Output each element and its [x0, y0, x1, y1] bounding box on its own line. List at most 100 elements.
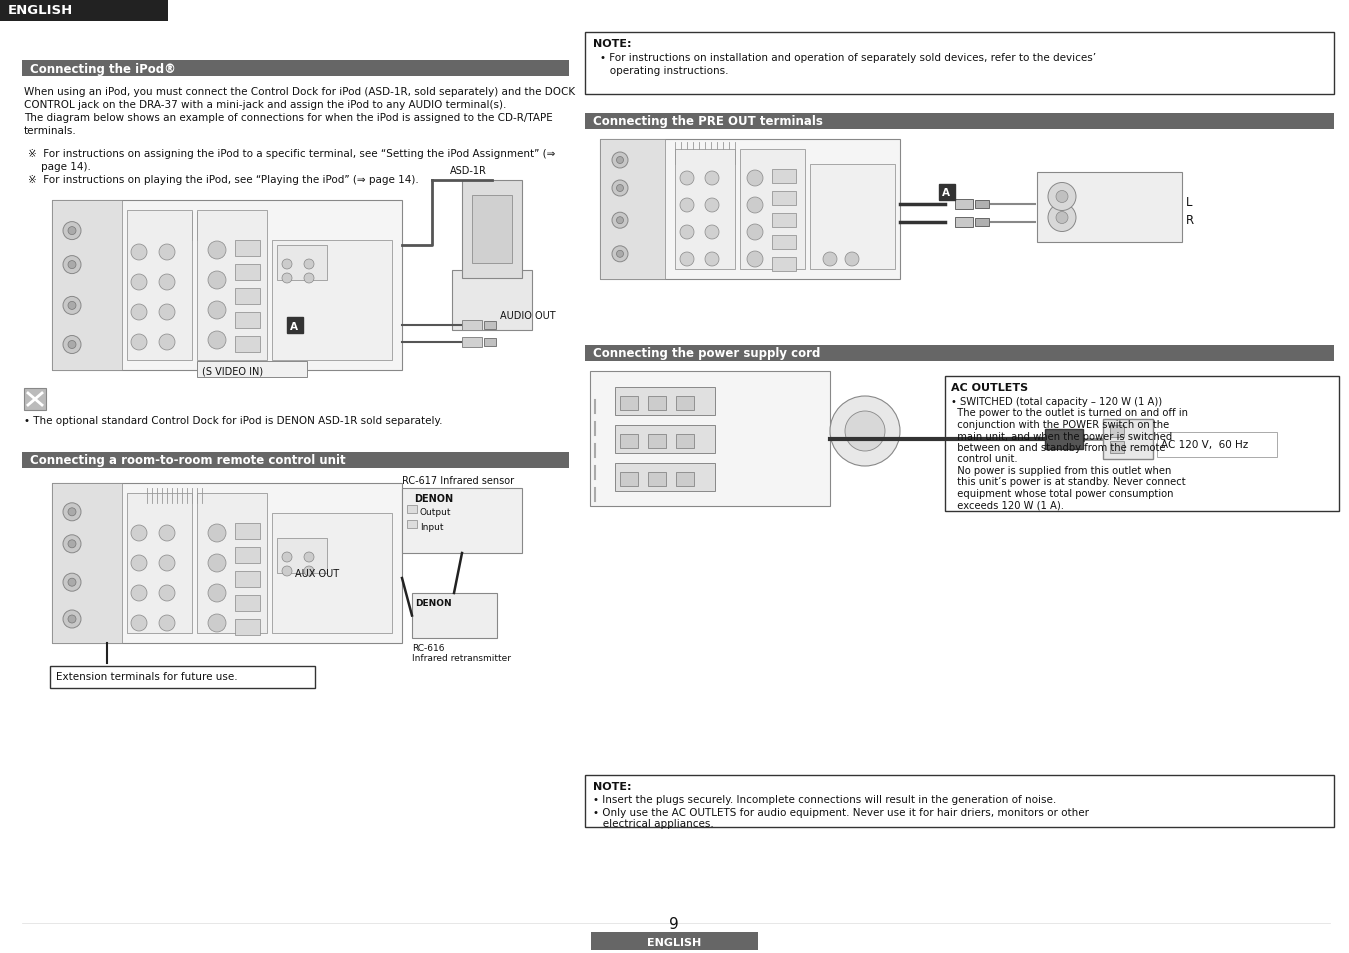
- Circle shape: [616, 251, 623, 258]
- Bar: [235, 547, 260, 563]
- Circle shape: [63, 222, 81, 240]
- Text: Connecting a room-to-room remote control unit: Connecting a room-to-room remote control…: [30, 454, 345, 467]
- Bar: [197, 494, 267, 634]
- Bar: [772, 257, 796, 272]
- Circle shape: [208, 332, 227, 350]
- Circle shape: [131, 556, 147, 572]
- Circle shape: [159, 585, 175, 601]
- Circle shape: [67, 341, 76, 349]
- Bar: [939, 185, 955, 201]
- Bar: [674, 150, 735, 270]
- Bar: [615, 426, 715, 454]
- Circle shape: [616, 217, 623, 225]
- Text: Input: Input: [420, 522, 444, 532]
- Bar: [235, 619, 260, 636]
- Text: this unit’s power is at standby. Never connect: this unit’s power is at standby. Never c…: [951, 477, 1186, 487]
- Text: control unit.: control unit.: [951, 454, 1017, 464]
- Circle shape: [159, 556, 175, 572]
- Circle shape: [159, 245, 175, 261]
- Circle shape: [131, 525, 147, 541]
- Bar: [407, 520, 417, 529]
- Circle shape: [706, 226, 719, 240]
- Bar: [975, 219, 989, 227]
- Circle shape: [208, 615, 227, 633]
- Circle shape: [67, 616, 76, 623]
- Bar: [484, 338, 496, 347]
- Text: • The optional standard Control Dock for iPod is DENON ASD-1R sold separately.: • The optional standard Control Dock for…: [24, 416, 442, 426]
- Text: NOTE:: NOTE:: [594, 781, 631, 791]
- Bar: [621, 473, 638, 486]
- Bar: [1103, 419, 1153, 459]
- Bar: [585, 775, 1334, 827]
- Text: Connecting the iPod®: Connecting the iPod®: [30, 63, 175, 75]
- Text: exceeds 120 W (1 A).: exceeds 120 W (1 A).: [951, 500, 1064, 510]
- Circle shape: [67, 578, 76, 587]
- Text: • Insert the plugs securely. Incomplete connections will result in the generatio: • Insert the plugs securely. Incomplete …: [594, 794, 1056, 804]
- Circle shape: [131, 245, 147, 261]
- Bar: [648, 396, 666, 411]
- Circle shape: [67, 228, 76, 235]
- Bar: [1110, 441, 1124, 454]
- Circle shape: [823, 253, 836, 267]
- Circle shape: [282, 553, 291, 562]
- Text: • Only use the AC OUTLETS for audio equipment. Never use it for hair driers, mon: • Only use the AC OUTLETS for audio equi…: [594, 807, 1089, 817]
- Bar: [22, 453, 569, 469]
- Bar: [741, 150, 805, 270]
- Circle shape: [67, 261, 76, 270]
- Circle shape: [680, 199, 693, 213]
- Bar: [127, 211, 192, 360]
- Circle shape: [612, 247, 629, 262]
- Bar: [472, 195, 513, 263]
- Circle shape: [208, 242, 227, 260]
- Text: ENGLISH: ENGLISH: [648, 937, 701, 947]
- Circle shape: [706, 172, 719, 186]
- Circle shape: [131, 305, 147, 320]
- Bar: [676, 435, 693, 449]
- Circle shape: [747, 252, 764, 268]
- Circle shape: [706, 253, 719, 267]
- Circle shape: [747, 198, 764, 213]
- Circle shape: [304, 260, 314, 270]
- Circle shape: [282, 260, 291, 270]
- Text: R: R: [1186, 214, 1194, 227]
- Circle shape: [63, 297, 81, 315]
- Text: L: L: [1186, 196, 1193, 210]
- Bar: [407, 505, 417, 514]
- Text: The diagram below shows an example of connections for when the iPod is assigned : The diagram below shows an example of co…: [24, 112, 553, 123]
- Circle shape: [304, 274, 314, 284]
- Circle shape: [844, 253, 859, 267]
- Text: ※  For instructions on playing the iPod, see “Playing the iPod” (⇒ page 14).: ※ For instructions on playing the iPod, …: [28, 174, 418, 185]
- Circle shape: [208, 584, 227, 602]
- Circle shape: [680, 226, 693, 240]
- Circle shape: [282, 566, 291, 577]
- Text: main unit, and when the power is switched: main unit, and when the power is switche…: [951, 431, 1172, 441]
- Bar: [621, 435, 638, 449]
- Circle shape: [830, 396, 900, 467]
- Circle shape: [680, 253, 693, 267]
- Text: CONTROL jack on the DRA-37 with a mini-jack and assign the iPod to any AUDIO ter: CONTROL jack on the DRA-37 with a mini-j…: [24, 100, 506, 110]
- Circle shape: [63, 574, 81, 592]
- Bar: [50, 666, 316, 688]
- Bar: [772, 170, 796, 184]
- Bar: [127, 494, 192, 634]
- Text: • SWITCHED (total capacity – 120 W (1 A)): • SWITCHED (total capacity – 120 W (1 A)…: [951, 396, 1161, 407]
- Bar: [621, 396, 638, 411]
- Bar: [1110, 426, 1124, 437]
- Circle shape: [1048, 183, 1077, 212]
- Text: ※  For instructions on assigning the iPod to a specific terminal, see “Setting t: ※ For instructions on assigning the iPod…: [28, 149, 556, 159]
- Circle shape: [680, 172, 693, 186]
- Text: ENGLISH: ENGLISH: [8, 5, 73, 17]
- Bar: [461, 337, 482, 348]
- Bar: [235, 596, 260, 612]
- Circle shape: [616, 185, 623, 193]
- Text: Connecting the power supply cord: Connecting the power supply cord: [594, 347, 820, 360]
- Text: operating instructions.: operating instructions.: [600, 66, 728, 76]
- Circle shape: [844, 412, 885, 452]
- Text: AC OUTLETS: AC OUTLETS: [951, 382, 1028, 393]
- Bar: [946, 376, 1340, 512]
- Text: A: A: [942, 188, 950, 198]
- Circle shape: [747, 171, 764, 187]
- Bar: [452, 271, 532, 331]
- Bar: [53, 201, 121, 371]
- Circle shape: [131, 274, 147, 291]
